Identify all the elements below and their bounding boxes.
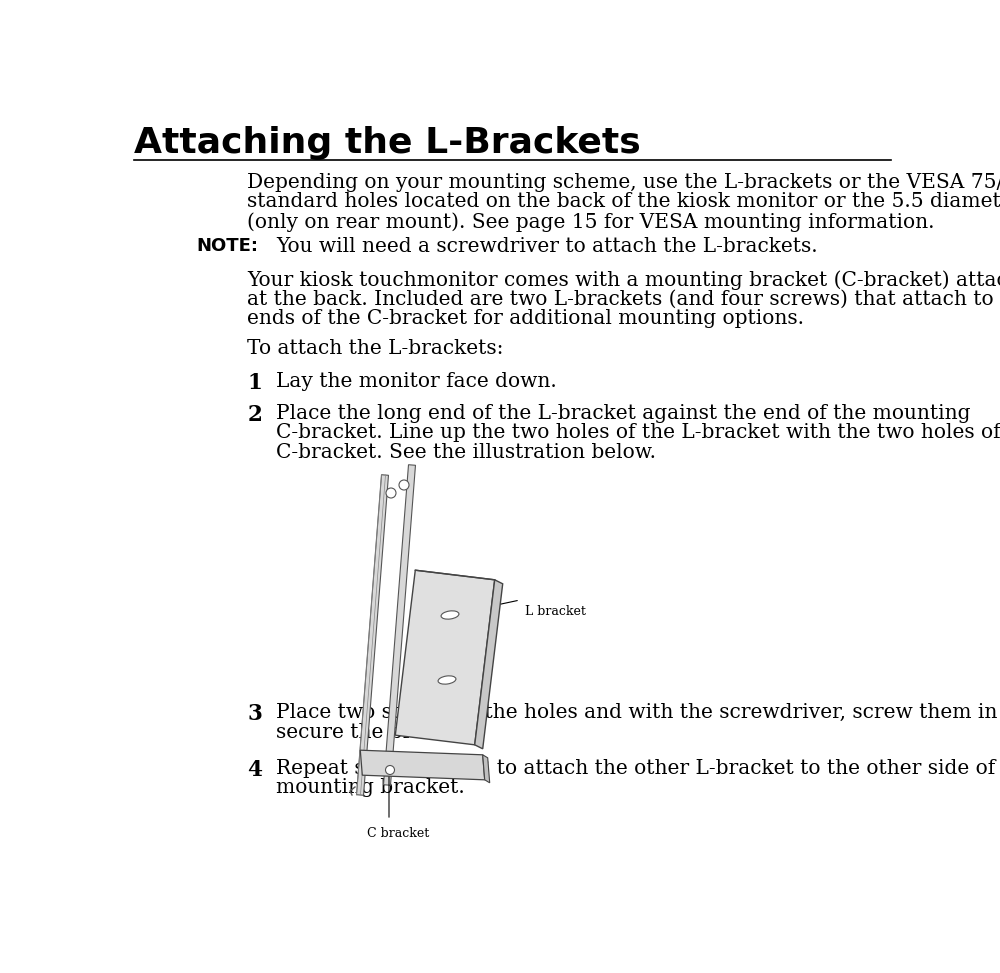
Ellipse shape: [438, 676, 456, 684]
Polygon shape: [357, 475, 388, 795]
Polygon shape: [360, 750, 485, 779]
Text: C bracket: C bracket: [367, 827, 429, 840]
Text: C-bracket. See the illustration below.: C-bracket. See the illustration below.: [276, 443, 656, 461]
Polygon shape: [475, 580, 503, 749]
Ellipse shape: [441, 611, 459, 619]
Polygon shape: [384, 465, 415, 785]
Text: L bracket: L bracket: [525, 605, 586, 618]
Text: 4: 4: [247, 759, 262, 781]
Text: secure the bracket.: secure the bracket.: [276, 723, 474, 741]
Text: Place the long end of the L-bracket against the end of the mounting: Place the long end of the L-bracket agai…: [276, 404, 971, 422]
Text: Attaching the L-Brackets: Attaching the L-Brackets: [134, 126, 641, 160]
Text: Depending on your mounting scheme, use the L-brackets or the VESA 75/100mm: Depending on your mounting scheme, use t…: [247, 173, 1000, 192]
Text: at the back. Included are two L-brackets (and four screws) that attach to both: at the back. Included are two L-brackets…: [247, 290, 1000, 308]
Polygon shape: [483, 755, 490, 783]
Text: To attach the L-brackets:: To attach the L-brackets:: [247, 340, 504, 358]
Text: ends of the C-bracket for additional mounting options.: ends of the C-bracket for additional mou…: [247, 309, 804, 328]
Text: (only on rear mount). See page 15 for VESA mounting information.: (only on rear mount). See page 15 for VE…: [247, 212, 935, 232]
Text: Place two screws in the holes and with the screwdriver, screw them in to: Place two screws in the holes and with t…: [276, 703, 1000, 722]
Circle shape: [399, 480, 409, 490]
Text: 3: 3: [247, 703, 262, 726]
Text: You will need a screwdriver to attach the L-brackets.: You will need a screwdriver to attach th…: [276, 237, 818, 256]
Text: standard holes located on the back of the kiosk monitor or the 5.5 diameter hole: standard holes located on the back of th…: [247, 193, 1000, 211]
Text: mounting bracket.: mounting bracket.: [276, 778, 465, 797]
Text: 1: 1: [247, 373, 262, 394]
Text: C-bracket. Line up the two holes of the L-bracket with the two holes of the: C-bracket. Line up the two holes of the …: [276, 423, 1000, 442]
Text: Repeat steps 2 and 3 to attach the other L-bracket to the other side of the: Repeat steps 2 and 3 to attach the other…: [276, 759, 1000, 777]
Polygon shape: [395, 570, 495, 744]
Text: 2: 2: [247, 404, 262, 426]
Text: NOTE:: NOTE:: [196, 237, 258, 255]
Circle shape: [386, 766, 394, 775]
Text: Your kiosk touchmonitor comes with a mounting bracket (C-bracket) attached: Your kiosk touchmonitor comes with a mou…: [247, 270, 1000, 290]
Text: Lay the monitor face down.: Lay the monitor face down.: [276, 373, 557, 391]
Circle shape: [386, 488, 396, 498]
